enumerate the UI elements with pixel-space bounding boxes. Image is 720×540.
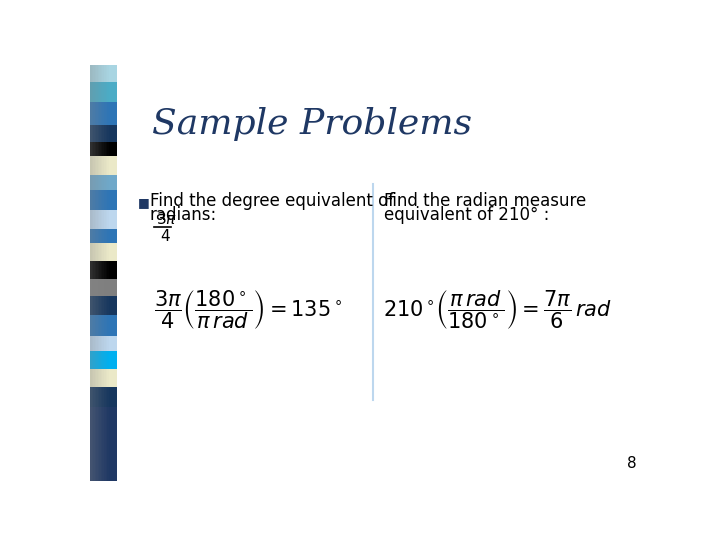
Text: Find the radian measure: Find the radian measure [384, 192, 587, 210]
Bar [90, 296, 117, 315]
Bar [98, 65, 99, 481]
Bar [107, 65, 109, 481]
Bar [104, 65, 106, 481]
Bar [90, 408, 117, 481]
Bar [101, 65, 102, 481]
Text: ■: ■ [138, 197, 150, 210]
Bar [90, 261, 117, 279]
Bar [90, 65, 117, 82]
Bar [90, 336, 117, 351]
Bar [90, 102, 117, 125]
Bar [90, 387, 117, 408]
Text: $4$: $4$ [160, 228, 171, 244]
Bar [90, 65, 91, 481]
Bar [90, 315, 117, 336]
Bar [90, 125, 117, 142]
Bar [96, 65, 98, 481]
Bar [90, 279, 117, 296]
Text: radians:: radians: [150, 206, 217, 224]
Text: 8: 8 [626, 456, 636, 471]
Bar [102, 65, 104, 481]
Text: $3\pi$: $3\pi$ [156, 211, 177, 226]
Bar [91, 65, 93, 481]
Bar [90, 244, 117, 261]
Bar [90, 175, 117, 190]
Text: $\dfrac{3\pi}{4}\left(\dfrac{180^\circ}{\pi\, rad}\right) = 135^\circ$: $\dfrac{3\pi}{4}\left(\dfrac{180^\circ}{… [154, 288, 343, 331]
Text: Sample Problems: Sample Problems [152, 107, 472, 141]
Text: Find the degree equivalent of: Find the degree equivalent of [150, 192, 394, 210]
Bar [90, 210, 117, 229]
Bar [90, 229, 117, 244]
Bar [90, 190, 117, 210]
Bar [99, 65, 101, 481]
Bar [90, 156, 117, 175]
Bar [90, 142, 117, 156]
Bar [90, 369, 117, 387]
Bar [106, 65, 107, 481]
Bar [93, 65, 94, 481]
Bar [90, 82, 117, 102]
Bar [90, 351, 117, 369]
Text: equivalent of 210° :: equivalent of 210° : [384, 206, 550, 224]
Bar [94, 65, 96, 481]
Text: $210^\circ\!\left(\dfrac{\pi\, rad}{180^\circ}\right) = \dfrac{7\pi}{6}\, rad$: $210^\circ\!\left(\dfrac{\pi\, rad}{180^… [383, 288, 612, 331]
